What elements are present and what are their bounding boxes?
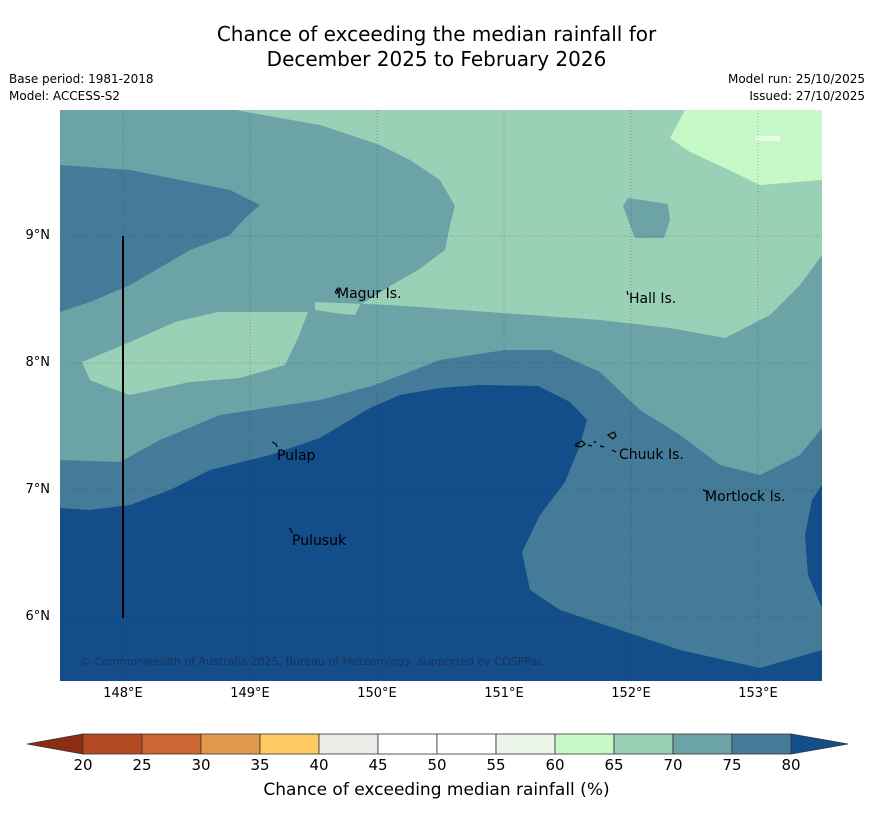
rainfall-map: Magur Is. Hall Is. Pulap Chuuk Is. Mortl… — [60, 110, 822, 681]
colorbar-segment — [495, 733, 556, 755]
colorbar-title: Chance of exceeding median rainfall (%) — [263, 780, 610, 800]
chart-title: Chance of exceeding the median rainfall … — [0, 22, 873, 72]
lat-tick: 7°N — [25, 482, 51, 497]
colorbar-segment — [141, 733, 202, 755]
colorbar-segment — [200, 733, 261, 755]
copyright-text: © Commonwealth of Australia 2025, Bureau… — [80, 655, 543, 668]
lat-tick: 8°N — [25, 355, 51, 370]
chart-title-line2: December 2025 to February 2026 — [266, 47, 607, 71]
meta-left: Base period: 1981-2018 Model: ACCESS-S2 — [9, 71, 154, 105]
colorbar-tick-label: 55 — [486, 756, 506, 774]
lon-tick: 150°E — [357, 686, 397, 701]
colorbar-extend-high — [790, 733, 849, 755]
place-label: Hall Is. — [629, 291, 676, 307]
colorbar-tick-label: 50 — [427, 756, 447, 774]
band-65-70-north — [235, 110, 822, 338]
colorbar-segment — [82, 733, 143, 755]
colorbar-extend-low — [26, 733, 84, 755]
colorbar-tick-label: 20 — [73, 756, 93, 774]
colorbar-segment — [672, 733, 733, 755]
place-label: Mortlock Is. — [705, 489, 785, 505]
model-run-label: Model run: 25/10/2025 — [727, 72, 865, 86]
band-70-75-blob — [623, 198, 670, 238]
lat-tick: 9°N — [25, 228, 51, 243]
colorbar-segment — [259, 733, 320, 755]
band-60-65-spot — [756, 136, 780, 141]
band-above-80-east — [805, 485, 822, 608]
colorbar-segment — [377, 733, 438, 755]
place-label: Magur Is. — [337, 286, 402, 302]
lat-tick: 6°N — [25, 609, 51, 624]
island-outlines — [271, 287, 708, 534]
colorbar-segment — [731, 733, 792, 755]
colorbar-segment — [554, 733, 615, 755]
colorbar-tick-label: 80 — [781, 756, 801, 774]
model-label: Model: ACCESS-S2 — [9, 89, 121, 103]
colorbar-tick-label: 70 — [663, 756, 683, 774]
band-65-70-west — [82, 312, 308, 395]
place-label: Pulap — [277, 448, 316, 464]
colorbar-tick-label: 60 — [545, 756, 565, 774]
colorbar-tick-label: 30 — [191, 756, 211, 774]
colorbar-tick-label: 35 — [250, 756, 270, 774]
colorbar-segment — [318, 733, 379, 755]
place-label: Pulusuk — [292, 533, 347, 549]
colorbar — [26, 733, 849, 755]
chart-title-line1: Chance of exceeding the median rainfall … — [216, 22, 657, 46]
colorbar-segment — [613, 733, 674, 755]
lon-tick: 152°E — [611, 686, 651, 701]
lon-tick: 149°E — [230, 686, 270, 701]
colorbar-tick-label: 40 — [309, 756, 329, 774]
colorbar-tick-label: 65 — [604, 756, 624, 774]
band-75-80-northwest — [60, 165, 260, 312]
lon-tick: 148°E — [103, 686, 143, 701]
lon-tick: 151°E — [484, 686, 524, 701]
lon-tick: 153°E — [738, 686, 778, 701]
issued-label: Issued: 27/10/2025 — [749, 89, 865, 103]
band-60-65 — [670, 110, 822, 185]
colorbar-tick-label: 45 — [368, 756, 388, 774]
meta-right: Model run: 25/10/2025 Issued: 27/10/2025 — [728, 71, 865, 105]
colorbar-segment — [436, 733, 497, 755]
band-above-80 — [60, 385, 822, 681]
base-period-label: Base period: 1981-2018 — [9, 72, 154, 86]
colorbar-tick-label: 75 — [722, 756, 742, 774]
colorbar-tick-label: 25 — [132, 756, 152, 774]
place-label: Chuuk Is. — [619, 447, 684, 463]
